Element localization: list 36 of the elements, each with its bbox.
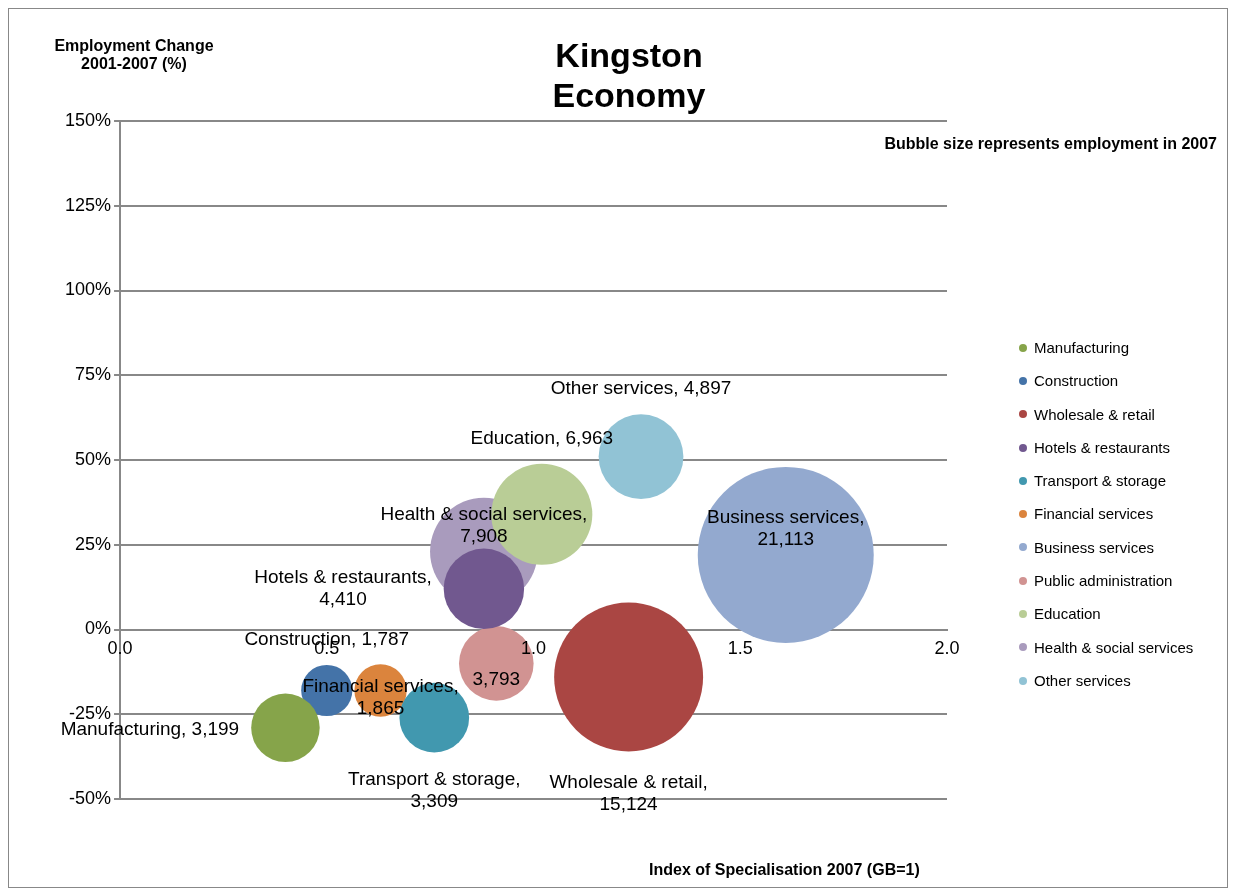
data-label: Hotels & restaurants, 4,410	[254, 566, 432, 610]
data-label: Business services, 21,113	[707, 506, 865, 550]
annotation: Bubble size represents employment in 2007	[884, 135, 1217, 153]
legend-label: Other services	[1034, 670, 1131, 691]
legend-label: Hotels & restaurants	[1034, 437, 1170, 458]
legend-label: Education	[1034, 604, 1101, 625]
data-label: Other services, 4,897	[550, 376, 732, 398]
y-tick-label: 100%	[64, 279, 112, 300]
data-label: Wholesale & retail, 15,124	[549, 771, 708, 815]
y-tick-label: 125%	[64, 194, 112, 215]
data-label: Manufacturing, 3,199	[60, 718, 240, 740]
legend-label: Health & social services	[1034, 637, 1194, 658]
y-tick-label: 50%	[75, 448, 112, 469]
legend-label: Financial services	[1034, 504, 1154, 525]
legend-label: Manufacturing	[1034, 338, 1130, 358]
x-tick-label: 2.0	[934, 638, 960, 659]
data-label: Transport & storage, 3,309	[348, 767, 521, 811]
y-tick-label: 25%	[75, 533, 112, 554]
y-axis-title: Employment Change 2001-2007 (%)	[53, 37, 215, 73]
legend-label: Transport & storage	[1034, 471, 1167, 492]
x-axis-title: Index of Specialisation 2007 (GB=1)	[649, 861, 920, 879]
x-tick-label: 1.0	[521, 638, 547, 659]
y-tick-label: 150%	[64, 109, 112, 130]
legend-label: Public administration	[1034, 571, 1173, 592]
data-label: Education, 6,963	[470, 427, 614, 449]
x-tick-label: 0.0	[107, 638, 133, 659]
chart-title: Kingston Economy	[551, 35, 707, 115]
data-label: Health & social services, 7,908	[380, 502, 588, 546]
y-tick-label: 0%	[85, 618, 112, 639]
y-tick-label: -50%	[69, 787, 112, 808]
legend-label: Wholesale & retail	[1034, 404, 1155, 425]
x-tick-label: 1.5	[727, 638, 753, 659]
legend-label: Business services	[1034, 537, 1155, 558]
data-label: 3,793	[472, 667, 521, 689]
y-tick-label: 75%	[75, 364, 112, 385]
legend-label: Construction	[1034, 371, 1119, 392]
